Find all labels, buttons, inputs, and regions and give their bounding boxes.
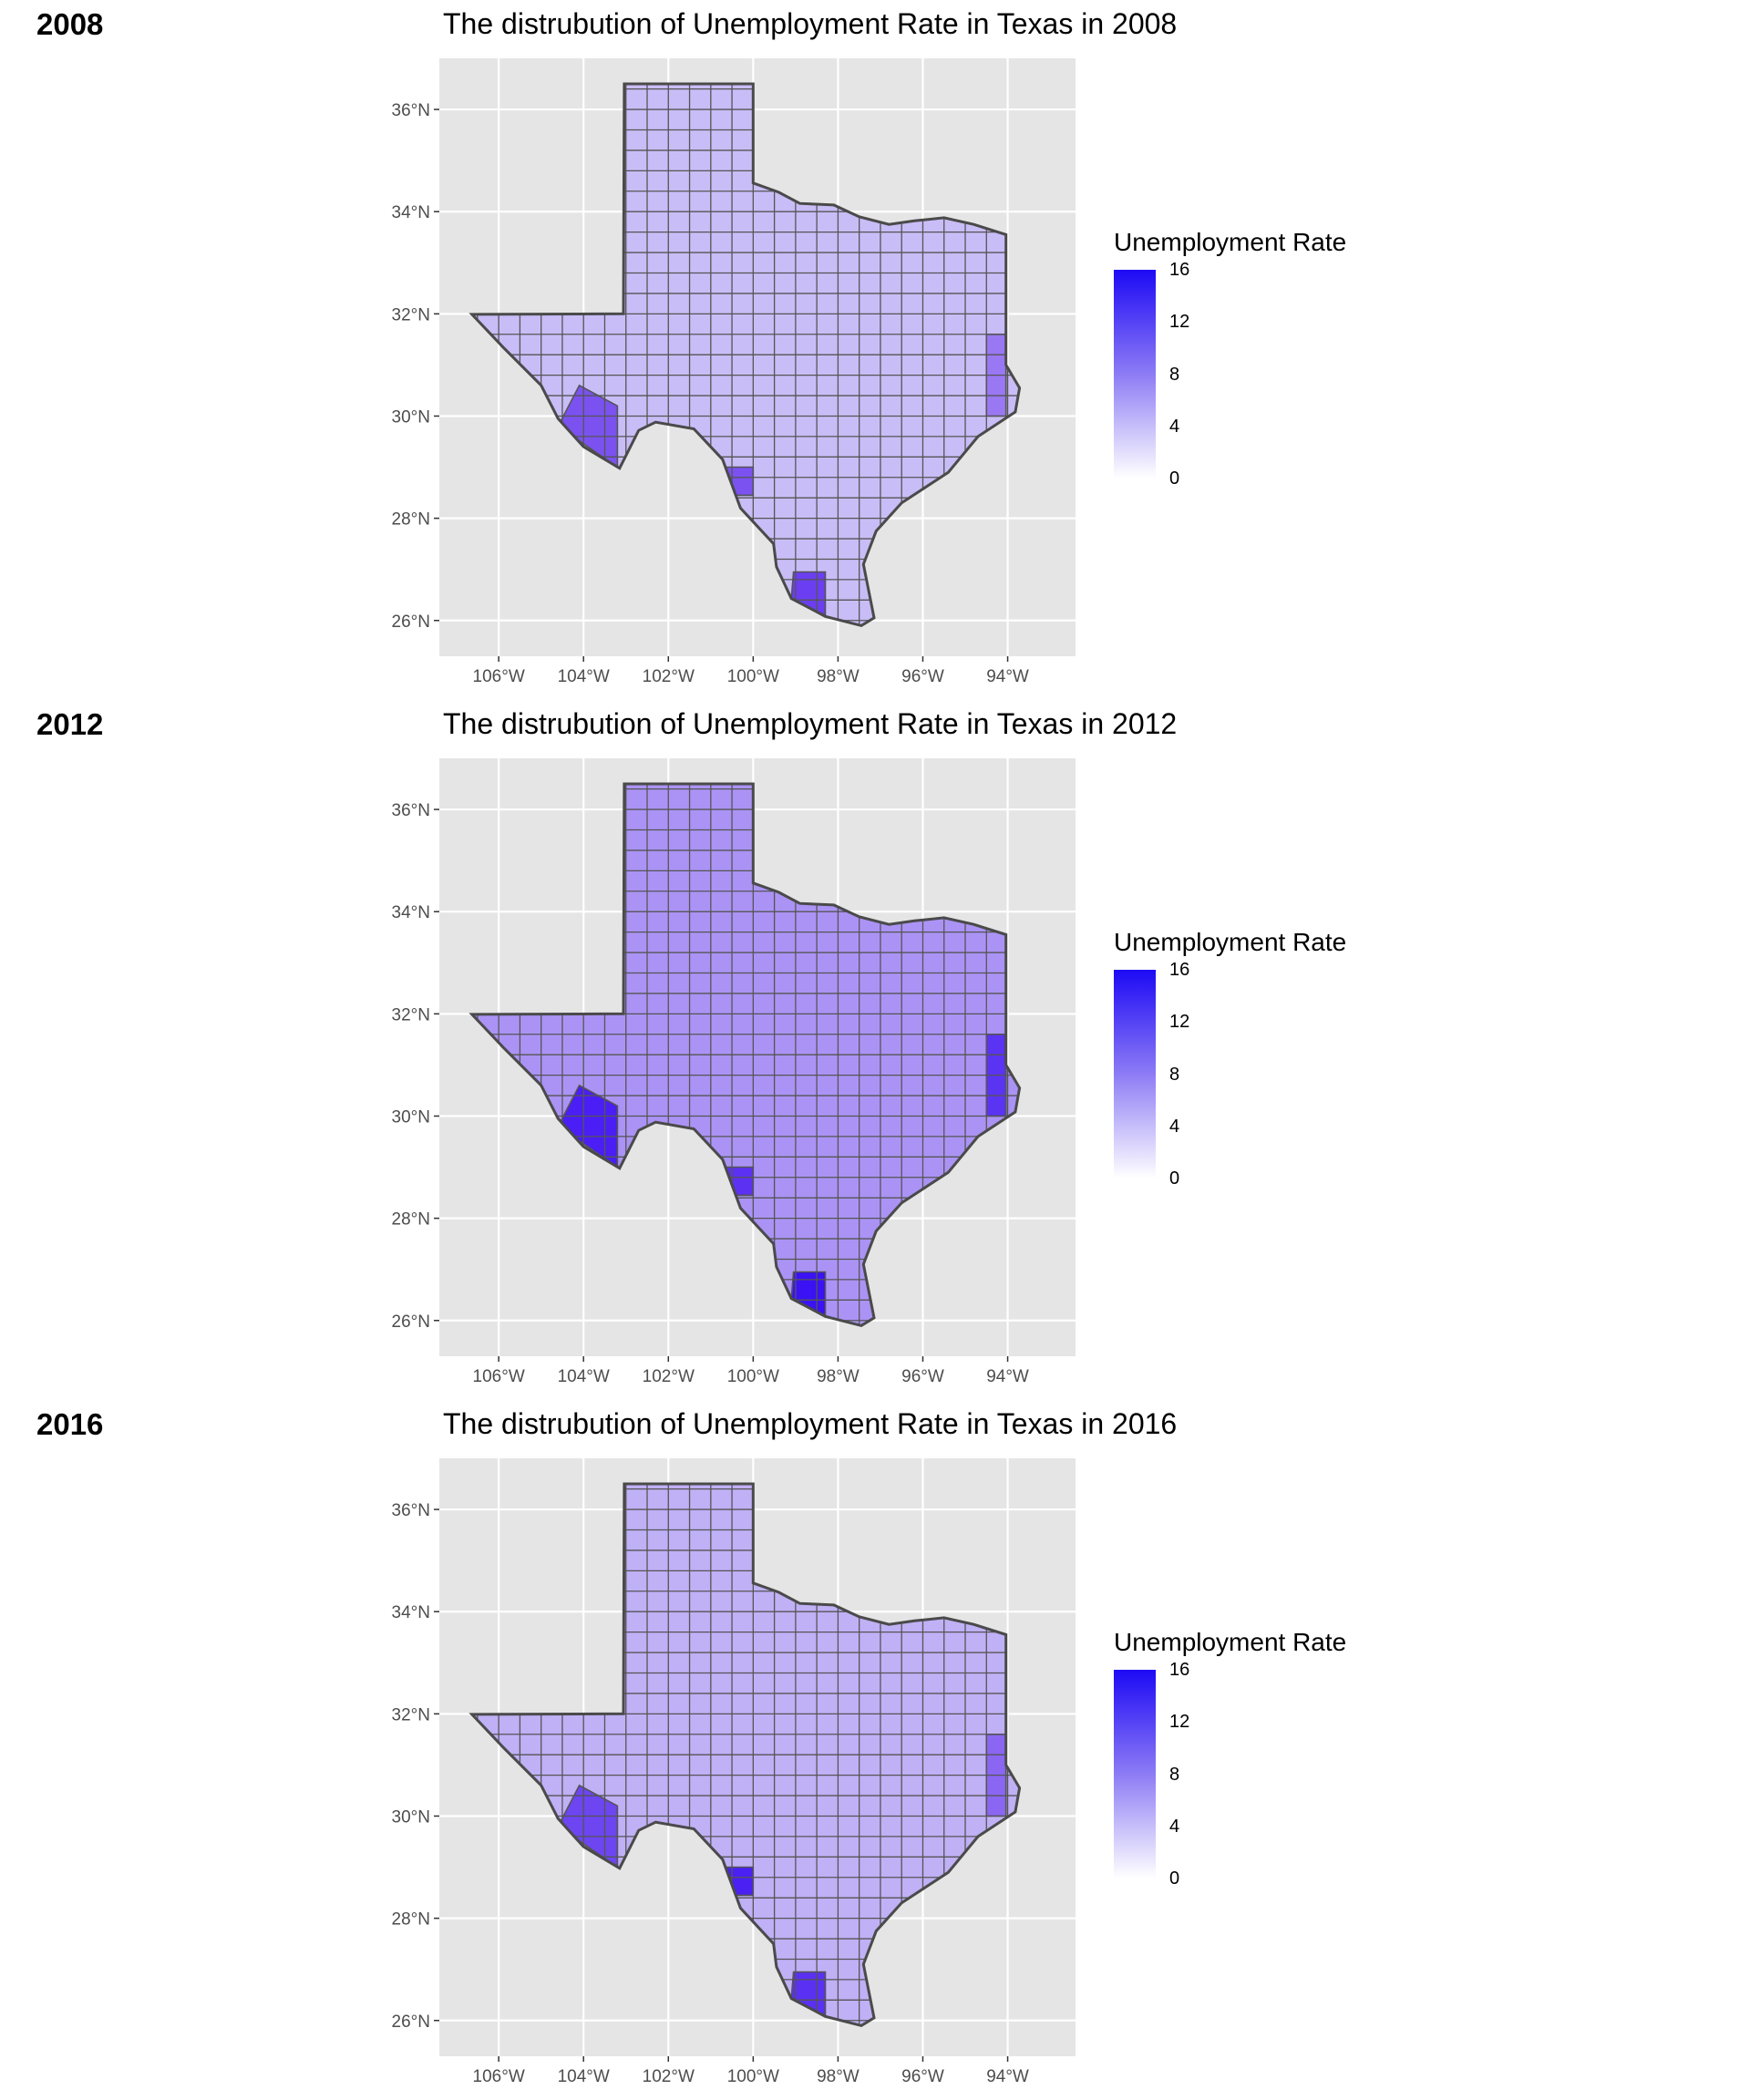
x-tick-label: 100°W <box>727 667 779 686</box>
legend-tick-label: 4 <box>1169 416 1180 437</box>
legend-tick-label: 12 <box>1169 312 1190 333</box>
y-tick-label: 26°N <box>392 612 430 632</box>
map-panel-2016: 2016 The distrubution of Unemployment Rat… <box>0 1400 1750 2100</box>
legend-tick-label: 0 <box>1169 1868 1180 1889</box>
y-tick-label: 34°N <box>392 903 430 922</box>
y-tick-label: 30°N <box>392 1107 430 1127</box>
x-tick-label: 104°W <box>558 1367 610 1386</box>
x-tick-label: 104°W <box>558 2067 610 2086</box>
y-tick-label: 36°N <box>392 1501 430 1520</box>
legend-tick-label: 16 <box>1169 960 1190 980</box>
y-tick-label: 30°N <box>392 1807 430 1827</box>
y-tick-label: 28°N <box>392 1910 430 1930</box>
y-tick-label: 36°N <box>392 101 430 120</box>
y-tick-label: 32°N <box>392 1705 430 1724</box>
map-canvas: 106°W 104°W 102°W 100°W 98°W 96°W 94°W 36°N 34°N… <box>392 1458 1076 2086</box>
x-tick-label: 94°W <box>986 2067 1029 2086</box>
year-tag: 2016 <box>36 1407 104 1441</box>
x-tick-label: 106°W <box>473 1367 525 1386</box>
year-tag: 2008 <box>36 7 104 41</box>
y-tick-label: 28°N <box>392 1210 430 1230</box>
map-title: The distrubution of Unemployment Rate in… <box>443 7 1178 40</box>
x-tick-label: 94°W <box>986 667 1029 686</box>
legend-tick-label: 12 <box>1169 1712 1190 1733</box>
x-tick-label: 100°W <box>727 2067 779 2086</box>
x-tick-label: 102°W <box>643 1367 695 1386</box>
map-title: The distrubution of Unemployment Rate in… <box>443 707 1178 740</box>
map-panel-2008: 2008 The distrubution of Unemployment Rat… <box>0 0 1750 700</box>
y-tick-label: 30°N <box>392 407 430 427</box>
map-panel-2012: 2012 The distrubution of Unemployment Rat… <box>0 700 1750 1400</box>
x-tick-label: 104°W <box>558 667 610 686</box>
year-tag: 2012 <box>36 707 104 741</box>
legend-tick-label: 16 <box>1169 1660 1190 1680</box>
texas-outline <box>468 82 1022 628</box>
x-tick-label: 98°W <box>817 2067 860 2086</box>
legend-title: Unemployment Rate <box>1114 928 1347 956</box>
legend-tick-label: 0 <box>1169 468 1180 489</box>
y-tick-label: 26°N <box>392 2012 430 2032</box>
x-tick-label: 102°W <box>643 2067 695 2086</box>
texas-outline <box>468 1482 1022 2028</box>
legend-tick-label: 0 <box>1169 1168 1180 1189</box>
legend-title: Unemployment Rate <box>1114 228 1347 256</box>
legend-tick-label: 16 <box>1169 260 1190 280</box>
map-canvas: 106°W 104°W 102°W 100°W 98°W 96°W 94°W 36°N 34°N… <box>392 58 1076 686</box>
legend-tick-label: 12 <box>1169 1012 1190 1033</box>
legend-tick-label: 8 <box>1169 364 1180 385</box>
legend-colorbar <box>1114 970 1156 1179</box>
legend-tick-label: 8 <box>1169 1764 1180 1785</box>
y-tick-label: 32°N <box>392 1005 430 1024</box>
x-tick-label: 96°W <box>901 1367 944 1386</box>
y-tick-label: 28°N <box>392 510 430 530</box>
x-tick-label: 96°W <box>901 667 944 686</box>
x-tick-label: 96°W <box>901 2067 944 2086</box>
legend-tick-label: 8 <box>1169 1064 1180 1085</box>
x-tick-label: 98°W <box>817 667 860 686</box>
y-tick-label: 36°N <box>392 801 430 820</box>
legend-title: Unemployment Rate <box>1114 1628 1347 1656</box>
y-tick-label: 26°N <box>392 1312 430 1332</box>
x-tick-label: 100°W <box>727 1367 779 1386</box>
x-tick-label: 106°W <box>473 2067 525 2086</box>
texas-outline <box>468 782 1022 1328</box>
x-tick-label: 102°W <box>643 667 695 686</box>
x-tick-label: 94°W <box>986 1367 1029 1386</box>
map-canvas: 106°W 104°W 102°W 100°W 98°W 96°W 94°W 36°N 34°N… <box>392 758 1076 1386</box>
legend-tick-label: 4 <box>1169 1116 1180 1137</box>
legend-tick-label: 4 <box>1169 1816 1180 1837</box>
map-title: The distrubution of Unemployment Rate in… <box>443 1407 1178 1440</box>
legend-colorbar <box>1114 1670 1156 1879</box>
y-tick-label: 34°N <box>392 203 430 222</box>
x-tick-label: 98°W <box>817 1367 860 1386</box>
legend-colorbar <box>1114 270 1156 479</box>
x-tick-label: 106°W <box>473 667 525 686</box>
y-tick-label: 32°N <box>392 305 430 324</box>
y-tick-label: 34°N <box>392 1603 430 1622</box>
